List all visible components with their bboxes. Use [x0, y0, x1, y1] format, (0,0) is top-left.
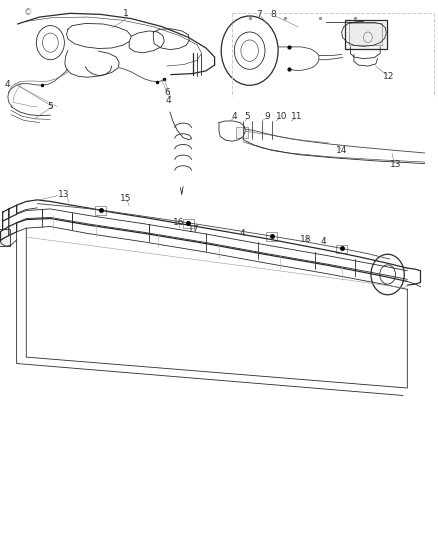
- Text: 9: 9: [264, 112, 270, 120]
- FancyBboxPatch shape: [349, 23, 382, 45]
- FancyBboxPatch shape: [236, 127, 248, 138]
- FancyBboxPatch shape: [0, 229, 10, 246]
- Text: 16: 16: [173, 219, 184, 227]
- Text: 4: 4: [166, 96, 171, 104]
- Text: 4: 4: [240, 229, 246, 238]
- Text: 1: 1: [123, 9, 128, 18]
- Text: 5: 5: [47, 102, 53, 111]
- Text: 11: 11: [291, 112, 303, 120]
- Text: 7: 7: [256, 10, 261, 19]
- Text: 4: 4: [231, 112, 237, 120]
- Text: 12: 12: [383, 72, 395, 81]
- Text: 6: 6: [164, 88, 170, 97]
- Text: 4: 4: [4, 80, 10, 88]
- Text: 18: 18: [300, 235, 311, 244]
- Text: ©: ©: [24, 8, 32, 17]
- FancyBboxPatch shape: [345, 20, 387, 49]
- Text: 15: 15: [120, 194, 132, 203]
- Text: 5: 5: [244, 112, 250, 120]
- Text: 17: 17: [188, 225, 200, 234]
- Text: 14: 14: [336, 146, 348, 155]
- Text: 13: 13: [390, 160, 401, 168]
- Text: 8: 8: [271, 10, 276, 19]
- Text: 10: 10: [276, 112, 287, 120]
- Text: 4: 4: [321, 237, 326, 246]
- Text: 13: 13: [58, 190, 69, 199]
